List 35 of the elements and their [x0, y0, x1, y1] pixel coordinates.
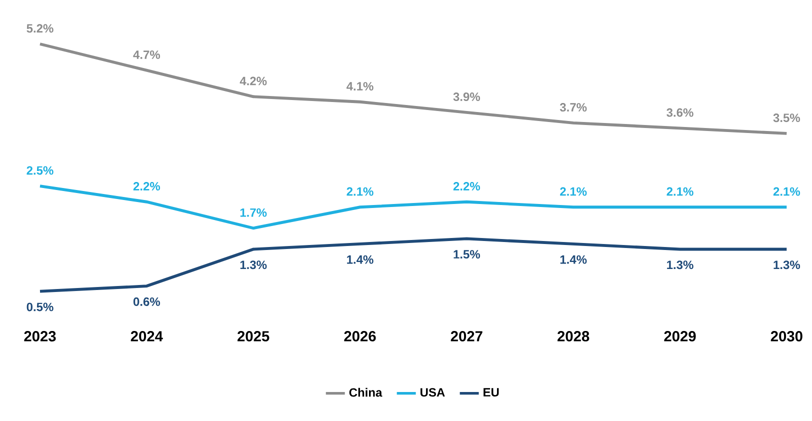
data-label: 3.9% — [453, 92, 480, 102]
data-label: 3.7% — [560, 103, 587, 112]
data-label: 1.4% — [347, 255, 374, 264]
data-label: 2.1% — [346, 187, 374, 196]
data-label: 3.6% — [666, 108, 694, 117]
x-tick-label: 2024 — [130, 331, 163, 342]
data-label: 1.3% — [667, 260, 694, 270]
data-label: 2.1% — [773, 187, 800, 196]
x-tick-label: 2027 — [450, 331, 482, 342]
x-tick-label: 2028 — [558, 331, 590, 342]
x-tick-label: 2025 — [238, 331, 270, 342]
x-tick-label: 2030 — [770, 331, 802, 342]
legend-label: EU — [484, 388, 499, 397]
data-label: 1.5% — [454, 250, 480, 259]
data-label: 0.5% — [26, 302, 54, 312]
data-label: 4.7% — [133, 50, 160, 59]
data-label: 2.1% — [560, 187, 587, 196]
data-label: 2.2% — [453, 182, 480, 190]
x-tick-label: 2029 — [664, 331, 696, 342]
legend-label: USA — [420, 388, 445, 397]
data-label: 4.2% — [240, 76, 267, 86]
data-label: 1.4% — [560, 255, 587, 264]
x-tick-label: 2026 — [344, 331, 376, 342]
data-label: 2.2% — [133, 182, 160, 190]
data-label: 1.3% — [240, 260, 267, 270]
data-label: 1.3% — [774, 260, 800, 270]
data-label: 4.1% — [346, 82, 374, 90]
data-label: 2.1% — [666, 187, 694, 196]
data-label: 5.2% — [26, 24, 54, 33]
legend-label: China — [349, 388, 382, 397]
data-label: 1.7% — [240, 208, 267, 217]
data-label: 0.6% — [133, 297, 160, 306]
data-label: 3.5% — [773, 114, 800, 122]
data-label: 2.5% — [26, 166, 54, 175]
x-tick-label: 2023 — [24, 331, 56, 342]
